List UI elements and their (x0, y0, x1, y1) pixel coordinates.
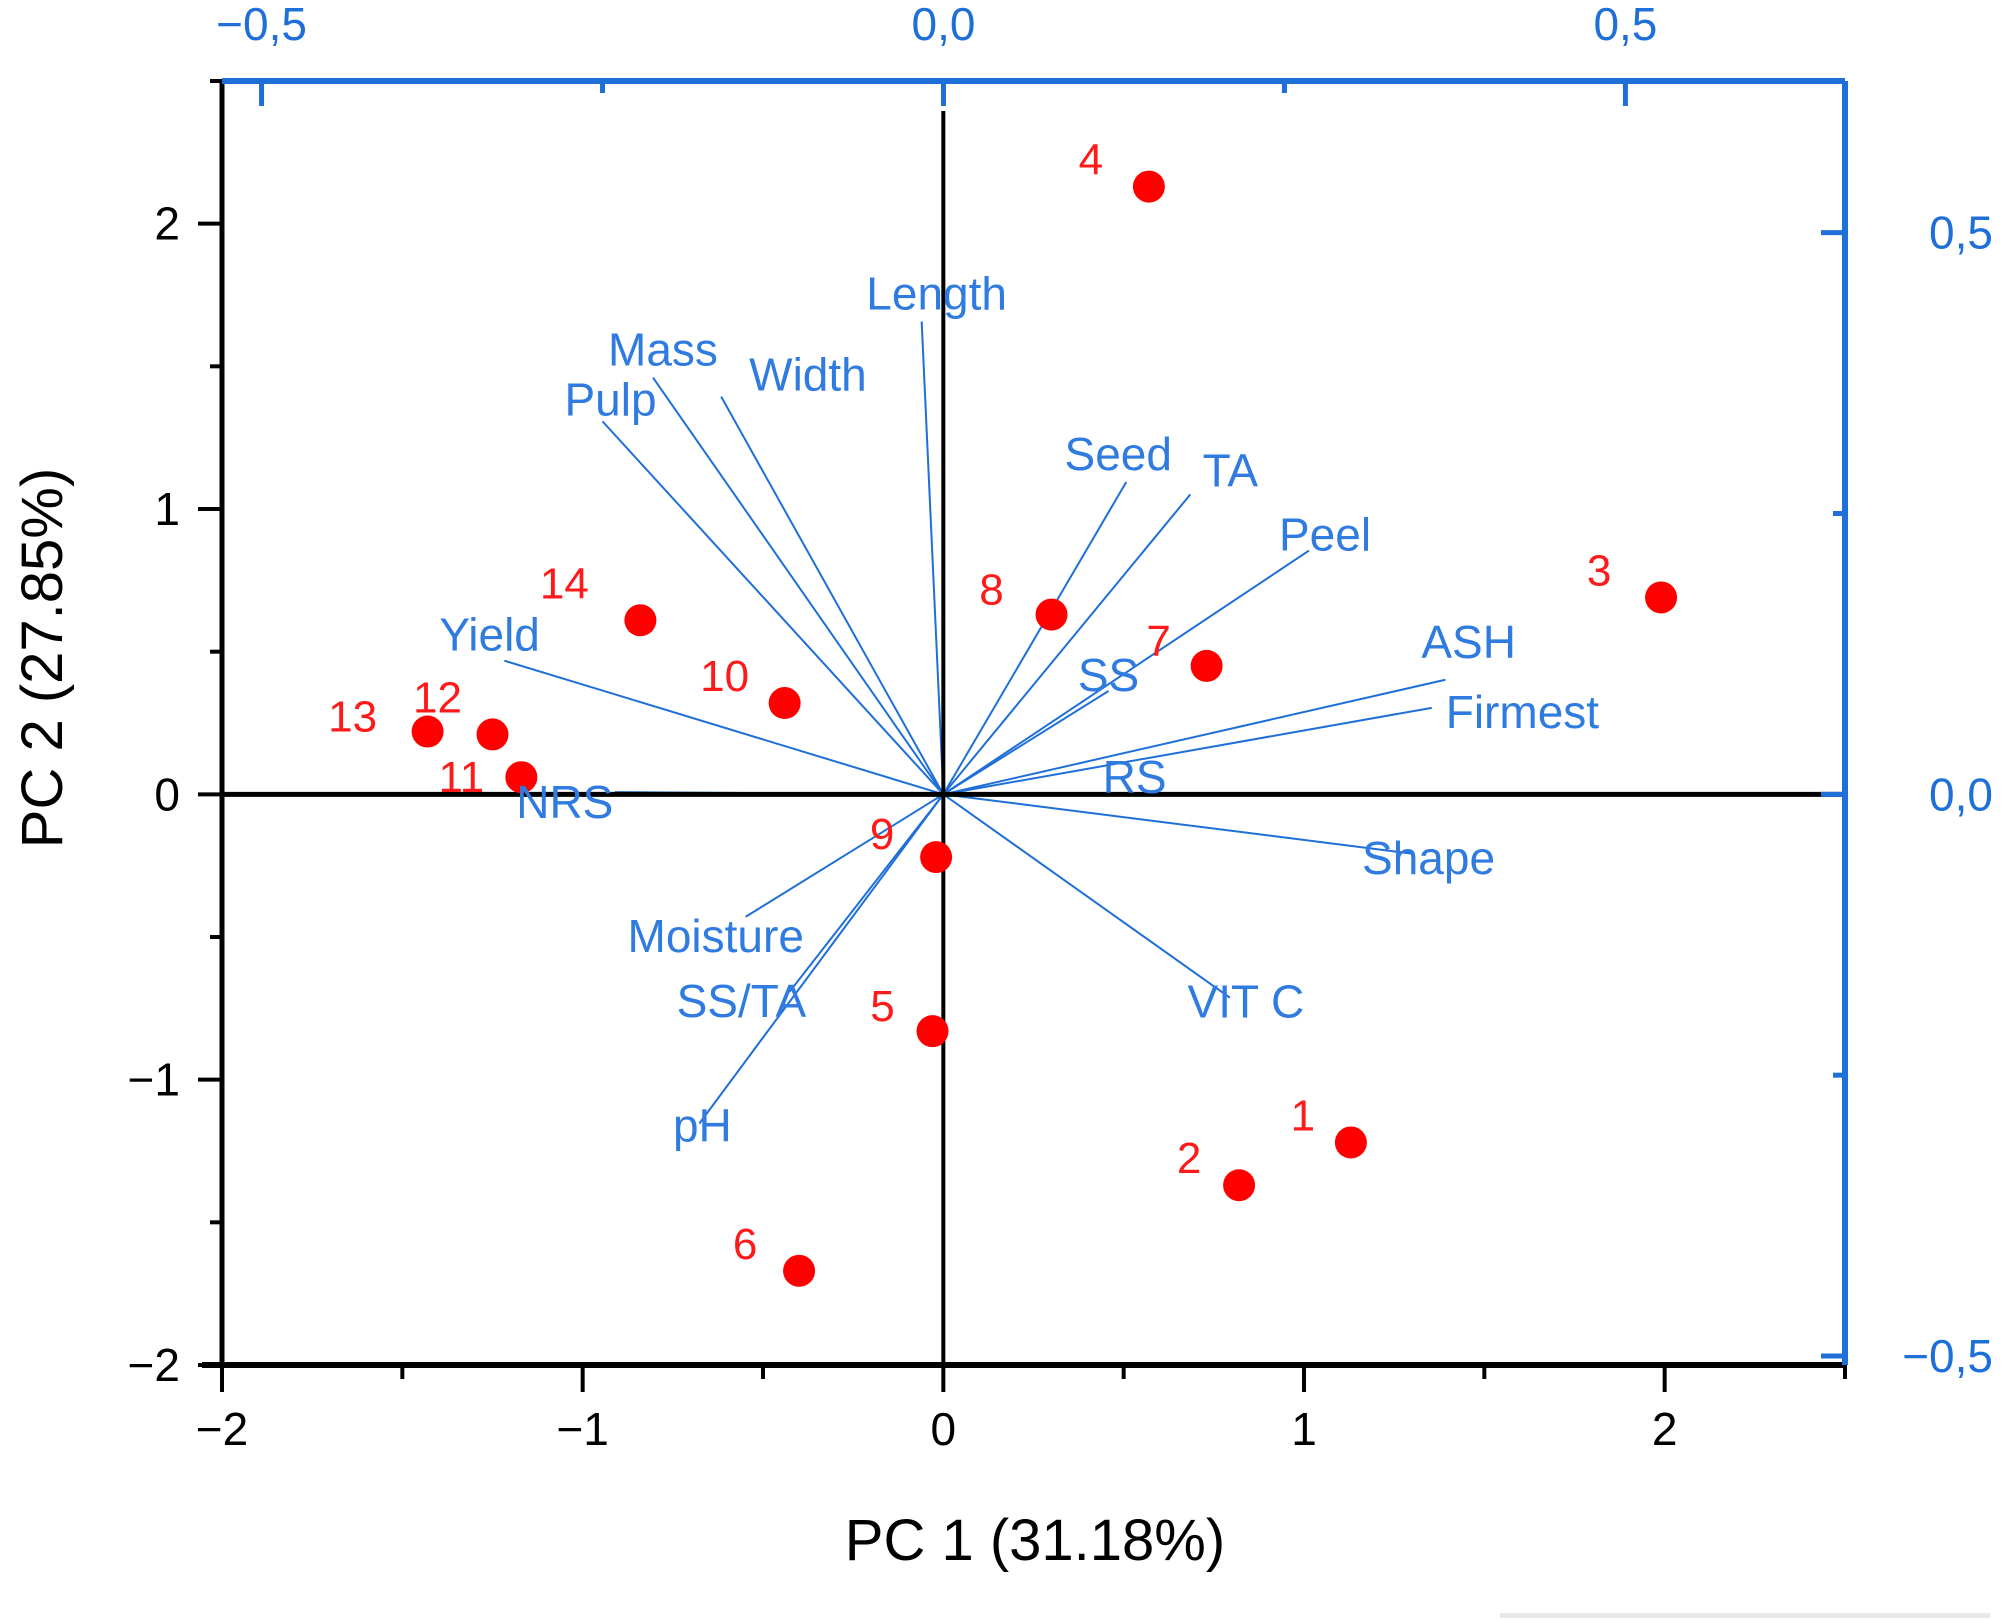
x-tick-label: 1 (1291, 1403, 1317, 1455)
score-point-6 (783, 1254, 816, 1287)
loading-vector-peel (942, 549, 1310, 796)
loading-label: ASH (1421, 616, 1516, 668)
loading-vector-ph (698, 793, 945, 1125)
y-tick-label: 0 (154, 768, 180, 820)
loading-label: SS/TA (677, 975, 807, 1027)
score-point-4 (1132, 170, 1165, 203)
loading-label: Width (749, 349, 867, 401)
y-tick-label: −2 (128, 1339, 180, 1391)
loading-label: Yield (439, 609, 540, 661)
loading-label: pH (673, 1099, 732, 1151)
score-point-1 (1334, 1126, 1367, 1159)
score-label: 14 (540, 559, 589, 608)
score-label: 11 (439, 753, 485, 802)
loading-vector-length (920, 321, 945, 795)
score-label: 3 (1587, 546, 1611, 595)
loading-vector-moisture (745, 793, 944, 918)
loading-vector-ss (942, 690, 1110, 796)
score-label: 10 (700, 652, 749, 701)
score-label: 1 (1291, 1091, 1315, 1140)
loading-label: SS (1078, 649, 1139, 701)
loading-vector-firmest (943, 706, 1432, 796)
x-tick-label: −1 (556, 1403, 608, 1455)
x-tick-label: −2 (196, 1403, 248, 1455)
score-point-8 (1035, 598, 1068, 631)
score-point-11 (505, 761, 538, 794)
loading-label: NRS (516, 776, 613, 828)
score-point-3 (1645, 581, 1678, 614)
score-point-13 (411, 715, 444, 748)
score-point-5 (916, 1015, 949, 1048)
score-label: 9 (870, 810, 894, 859)
top-tick-label: 0,5 (1593, 0, 1657, 50)
loading-label: Mass (608, 324, 718, 376)
right-tick-label: 0,0 (1929, 768, 1993, 820)
score-label: 12 (413, 673, 462, 722)
loading-label: Moisture (628, 910, 804, 962)
top-tick-label: 0,0 (912, 0, 976, 50)
right-tick-label: −0,5 (1902, 1330, 1993, 1382)
score-point-2 (1223, 1169, 1256, 1202)
y-tick-label: 2 (154, 198, 180, 250)
score-label: 7 (1146, 617, 1170, 666)
right-tick-label: 0,5 (1929, 207, 1993, 259)
plot-frame (202, 78, 1848, 1368)
score-label: 8 (979, 566, 1003, 615)
score-point-7 (1190, 649, 1223, 682)
score-point-12 (476, 718, 509, 751)
score-label: 6 (733, 1220, 757, 1269)
bottom-edge-shadow (1500, 1613, 1990, 1618)
loading-label: Shape (1362, 832, 1495, 884)
loading-label: Firmest (1446, 686, 1600, 738)
loading-label: Peel (1279, 509, 1371, 561)
score-label: 5 (870, 982, 894, 1031)
axis-ticks (198, 79, 1847, 1392)
x-tick-label: 0 (931, 1403, 957, 1455)
x-axis-title: PC 1 (31.18%) (845, 1508, 1225, 1573)
loading-vector-yield (504, 659, 944, 796)
score-label: 4 (1079, 136, 1103, 185)
score-points (411, 170, 1678, 1287)
loading-vector-mass (652, 376, 945, 795)
x-tick-label: 2 (1652, 1403, 1678, 1455)
loading-vector-ta (942, 493, 1192, 795)
loading-label: Length (866, 267, 1007, 319)
score-label: 2 (1177, 1134, 1201, 1183)
top-tick-label: −0,5 (216, 0, 307, 50)
score-point-9 (920, 841, 953, 874)
score-point-14 (624, 604, 657, 637)
y-tick-label: −1 (128, 1054, 180, 1106)
loading-vector-ash (943, 678, 1446, 796)
loading-vector-width (720, 396, 945, 795)
y-axis-title: PC 2 (27.85%) (10, 468, 75, 848)
y-tick-label: 1 (154, 483, 180, 535)
loading-label: VIT C (1188, 976, 1305, 1028)
zero-lines (222, 111, 1845, 1365)
loading-label: Pulp (564, 373, 656, 425)
loading-vector-seed (942, 481, 1128, 795)
loading-label: TA (1203, 444, 1259, 496)
loading-label: Seed (1065, 428, 1172, 480)
loading-vector-shape (943, 793, 1415, 855)
loading-label: RS (1103, 751, 1167, 803)
loading-vector-vit-c (942, 793, 1231, 999)
loading-vector-pulp (601, 420, 945, 796)
score-label: 13 (328, 693, 377, 742)
score-point-10 (768, 687, 801, 720)
